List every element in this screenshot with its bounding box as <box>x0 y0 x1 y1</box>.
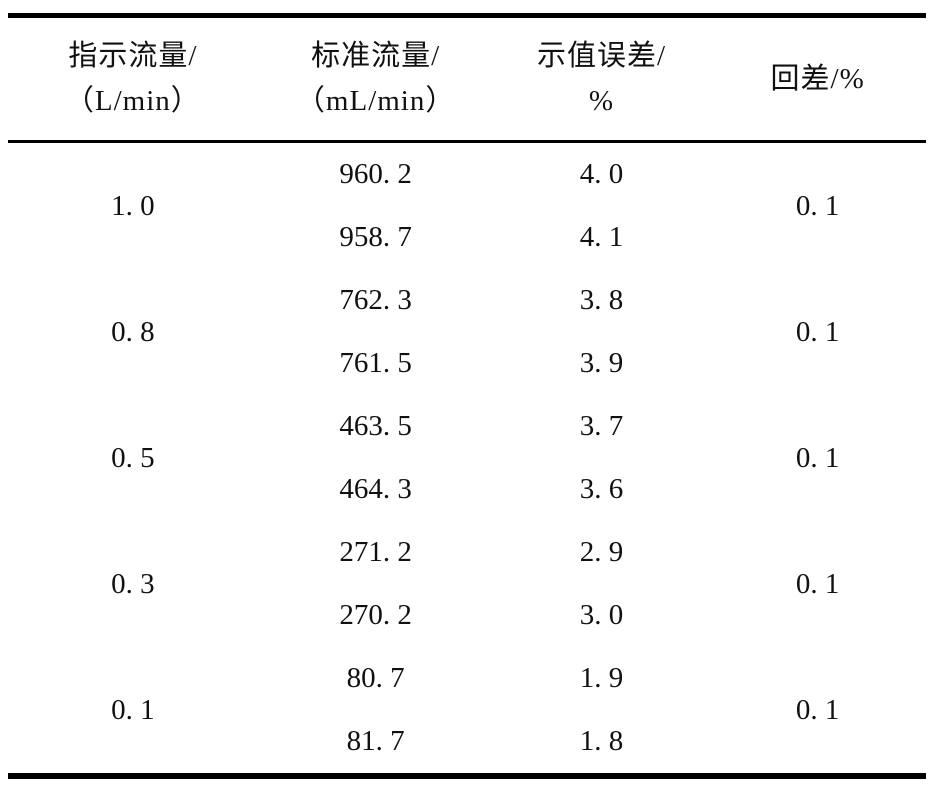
indication-error-cell: 2. 9 <box>579 536 624 568</box>
table-header: 指示流量/ （L/min） 标准流量/ （mL/min） 示值误差/ % 回差/… <box>8 15 926 143</box>
standard-flow-cell: 271. 2 <box>339 536 412 568</box>
indication-error-cell: 3. 7 <box>579 410 624 442</box>
hysteresis-cell: 0. 1 <box>795 189 840 222</box>
indicated-flow-cell: 0. 8 <box>111 315 155 348</box>
header-standard-flow: 标准流量/ （mL/min） <box>257 15 494 143</box>
header-standard-flow-line1: 标准流量/ <box>311 40 441 73</box>
header-standard-flow-line2: （mL/min） <box>295 85 456 117</box>
indication-error-cell: 3. 6 <box>579 473 624 505</box>
standard-flow-cell: 81. 7 <box>346 725 405 757</box>
indication-error-cell: 3. 0 <box>579 599 624 631</box>
standard-flow-cell: 270. 2 <box>339 599 412 631</box>
header-indication-error-line2: % <box>588 85 615 117</box>
indication-error-cell: 1. 9 <box>579 662 624 694</box>
indication-error-cell: 4. 0 <box>579 158 624 190</box>
standard-flow-cell: 464. 3 <box>339 473 412 505</box>
standard-flow-cell: 80. 7 <box>346 662 405 694</box>
standard-flow-cell: 958. 7 <box>339 221 412 253</box>
standard-flow-cell: 463. 5 <box>339 410 412 442</box>
indicated-flow-cell: 1. 0 <box>111 189 155 222</box>
hysteresis-cell: 0. 1 <box>795 441 840 474</box>
indication-error-cell: 3. 9 <box>579 347 624 379</box>
table-row: 464. 3 3. 6 <box>8 458 926 521</box>
table-row: 0. 5 463. 5 3. 7 0. 1 <box>8 395 926 474</box>
header-indication-error: 示值误差/ % <box>493 15 710 143</box>
indication-error-cell: 3. 8 <box>579 284 624 316</box>
table-row: 0. 3 271. 2 2. 9 0. 1 <box>8 521 926 600</box>
table-row: 81. 7 1. 8 <box>8 710 926 776</box>
table-row: 0. 1 80. 7 1. 9 0. 1 <box>8 647 926 726</box>
table-body: 1. 0 960. 2 4. 0 0. 1 958. 7 4. 1 0. 8 762. 3 3.… <box>8 142 926 777</box>
table-row: 1. 0 960. 2 4. 0 0. 1 <box>8 142 926 222</box>
hysteresis-cell: 0. 1 <box>795 567 840 600</box>
table-row: 270. 2 3. 0 <box>8 584 926 647</box>
header-indicated-flow: 指示流量/ （L/min） <box>8 15 258 143</box>
hysteresis-cell: 0. 1 <box>795 315 840 348</box>
indication-error-cell: 4. 1 <box>579 221 624 253</box>
indicated-flow-cell: 0. 1 <box>111 693 155 726</box>
table-row: 761. 5 3. 9 <box>8 332 926 395</box>
table-row: 958. 7 4. 1 <box>8 206 926 269</box>
indicated-flow-cell: 0. 5 <box>111 441 155 474</box>
indicated-flow-cell: 0. 3 <box>111 567 155 600</box>
indication-error-cell: 1. 8 <box>579 725 624 757</box>
hysteresis-cell: 0. 1 <box>795 693 840 726</box>
standard-flow-cell: 960. 2 <box>339 158 412 190</box>
header-hysteresis: 回差/% <box>709 15 926 143</box>
header-indication-error-line1: 示值误差/ <box>536 40 666 73</box>
standard-flow-cell: 761. 5 <box>339 347 412 379</box>
header-indicated-flow-line2: （L/min） <box>64 85 201 117</box>
header-row: 指示流量/ （L/min） 标准流量/ （mL/min） 示值误差/ % 回差/… <box>8 15 926 143</box>
header-hysteresis-line1: 回差/% <box>770 62 865 95</box>
standard-flow-cell: 762. 3 <box>339 284 412 316</box>
header-indicated-flow-line1: 指示流量/ <box>68 40 198 73</box>
table-row: 0. 8 762. 3 3. 8 0. 1 <box>8 269 926 348</box>
flow-calibration-table: 指示流量/ （L/min） 标准流量/ （mL/min） 示值误差/ % 回差/… <box>8 13 926 779</box>
